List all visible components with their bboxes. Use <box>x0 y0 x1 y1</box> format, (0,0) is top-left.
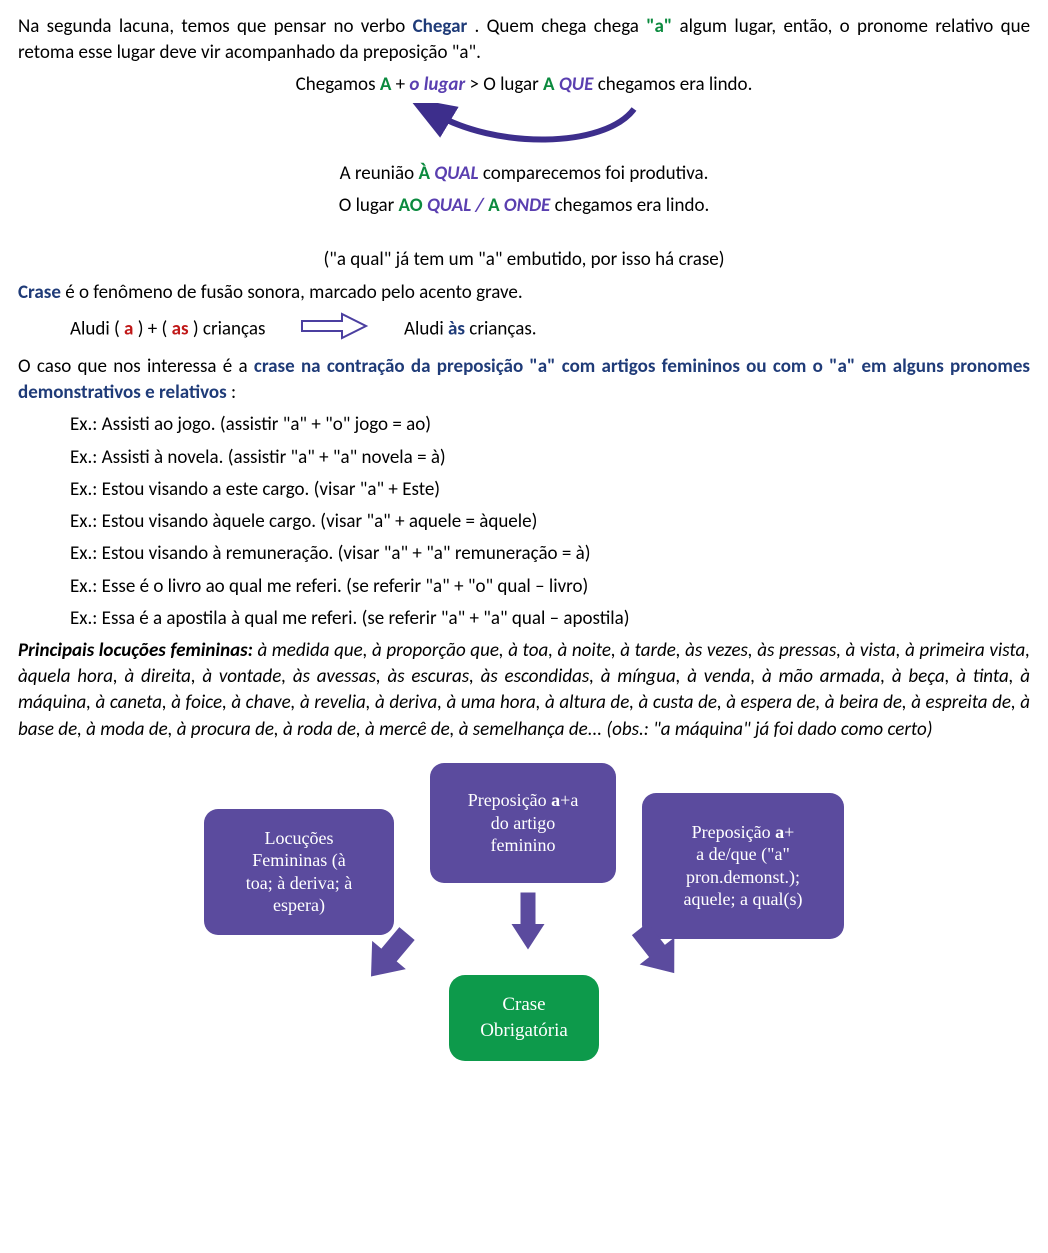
locucoes-paragraph: Principais locuções femininas: à medida … <box>18 638 1030 743</box>
example-item: Ex.: Assisti à novela. (assistir "a" + "… <box>70 445 1030 471</box>
example-item: Ex.: Assisti ao jogo. (assistir "a" + "o… <box>70 412 1030 438</box>
example-item: Ex.: Estou visando à remuneração. (visar… <box>70 541 1030 567</box>
example-line-1: Chegamos A + o lugar > O lugar A QUE che… <box>18 72 1030 98</box>
example-item: Ex.: Essa é a apostila à qual me referi.… <box>70 606 1030 632</box>
intro-paragraph: Na segunda lacuna, temos que pensar no v… <box>18 14 1030 66</box>
diagram-box-locucoes: Locuções Femininas (à toa; à deriva; à e… <box>204 809 394 935</box>
aludi-example: Aludi ( a ) + ( as ) crianças Aludi às c… <box>70 312 1030 348</box>
diagram-box-artigo: Preposição a+a do artigo feminino <box>430 763 616 883</box>
example-item: Ex.: Esse é o livro ao qual me referi. (… <box>70 574 1030 600</box>
curved-arrow-icon <box>18 103 1030 155</box>
crase-definition: Crase é o fenômeno de fusão sonora, marc… <box>18 280 1030 306</box>
right-arrow-icon <box>300 312 370 348</box>
crase-case-intro: O caso que nos interessa é a crase na co… <box>18 354 1030 406</box>
diagram-arrow-icon <box>493 891 563 951</box>
diagram-center-box: Crase Obrigatória <box>449 975 599 1061</box>
example-line-2: A reunião À QUAL comparecemos foi produt… <box>18 161 1030 187</box>
example-item: Ex.: Estou visando àquele cargo. (visar … <box>70 509 1030 535</box>
example-item: Ex.: Estou visando a este cargo. (visar … <box>70 477 1030 503</box>
example-line-3: O lugar AO QUAL / A ONDE chegamos era li… <box>18 193 1030 219</box>
note-crase-embedded: ("a qual" já tem um "a" embutido, por is… <box>18 247 1030 273</box>
crase-diagram: Locuções Femininas (à toa; à deriva; à e… <box>204 763 844 1073</box>
